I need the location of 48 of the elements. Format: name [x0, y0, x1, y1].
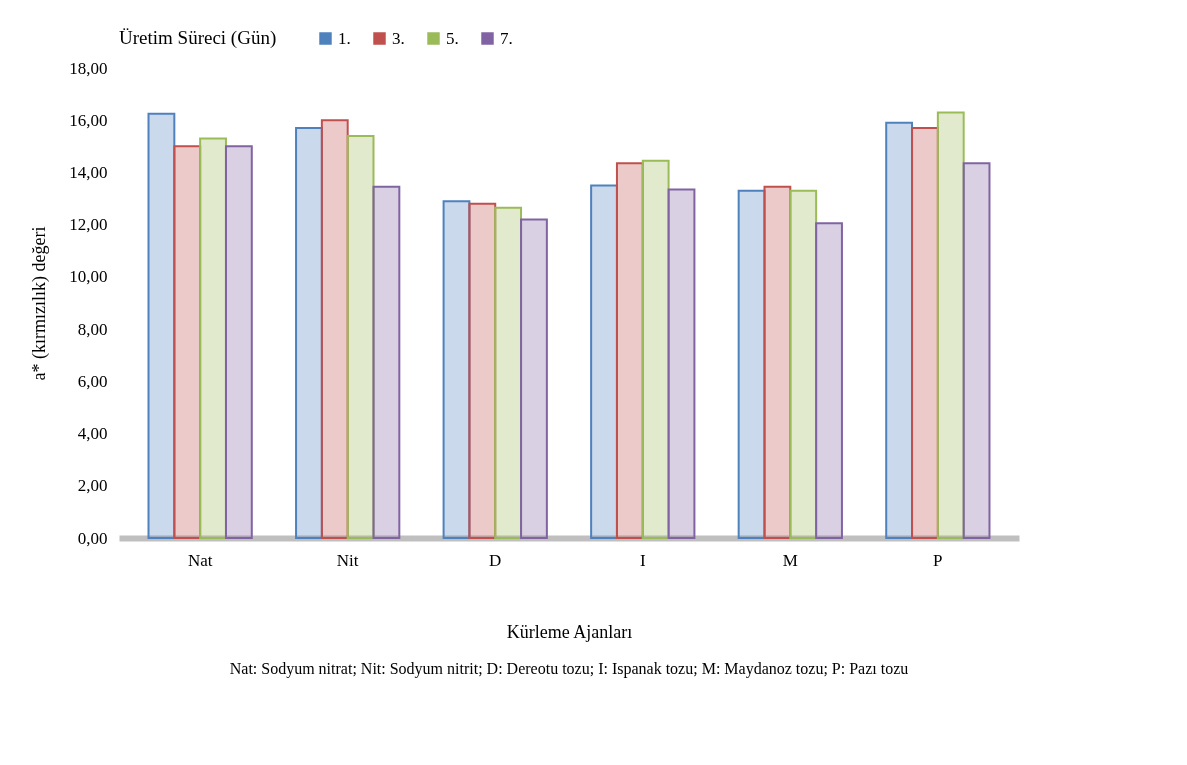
bar — [885, 121, 914, 539]
bar — [468, 202, 497, 539]
bar — [936, 111, 965, 539]
y-tick-label: 14,00 — [69, 162, 108, 182]
bar — [789, 189, 818, 539]
bar — [962, 162, 991, 539]
bar — [667, 188, 696, 539]
bar — [224, 145, 253, 539]
x-tick-label: I — [639, 550, 646, 570]
y-tick-label: 4,00 — [77, 424, 108, 444]
bar — [442, 200, 471, 539]
y-tick-label: 18,00 — [69, 58, 108, 78]
legend-label: 5. — [446, 28, 459, 48]
bar — [815, 222, 843, 539]
bar — [763, 185, 792, 539]
bar — [295, 127, 323, 539]
bar — [520, 218, 548, 539]
legend-label: 3. — [392, 28, 405, 48]
x-tick-label: Nit — [336, 550, 359, 570]
bar — [737, 189, 766, 539]
legend-label: 1. — [338, 28, 351, 48]
bar — [199, 137, 227, 539]
y-tick-label: 6,00 — [77, 371, 108, 391]
y-tick-label: 10,00 — [69, 267, 108, 287]
bar — [494, 206, 523, 539]
bar — [173, 145, 202, 539]
x-axis-title: Kürleme Ajanları — [506, 621, 633, 642]
bar — [372, 185, 401, 539]
bar — [590, 184, 618, 539]
y-tick-label: 16,00 — [69, 110, 108, 130]
x-tick-label: D — [489, 550, 502, 570]
x-tick-label: P — [933, 550, 943, 570]
bar — [147, 112, 176, 539]
legend-label: 7. — [500, 28, 513, 48]
y-tick-label: 12,00 — [69, 215, 108, 235]
y-axis-title: a* (kırmızılık) değeri — [29, 226, 51, 381]
x-tick-label: Nat — [187, 550, 213, 570]
bar — [320, 119, 349, 539]
y-tick-label: 2,00 — [77, 476, 108, 496]
y-tick-label: 0,00 — [77, 528, 108, 548]
text: Nat: Sodyum nitrat; Nit: Sodyum nitrit; D: Dereotu tozu; I: Ispanak tozu; M: Maydanoz tozu; P: Pazı tozu — [229, 660, 909, 678]
bar — [641, 159, 670, 539]
legend-title: Üretim Süreci (Gün) — [119, 27, 277, 49]
bar — [911, 127, 939, 539]
bar — [346, 134, 375, 539]
y-tick-label: 8,00 — [77, 319, 108, 339]
bar — [615, 162, 644, 539]
x-tick-label: M — [782, 550, 798, 570]
